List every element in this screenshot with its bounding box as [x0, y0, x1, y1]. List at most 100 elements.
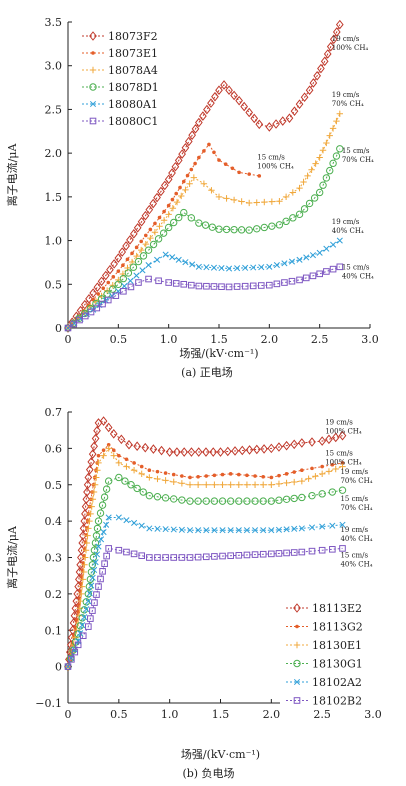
data-point [164, 223, 173, 232]
series-marker [201, 221, 210, 229]
series-marker [142, 240, 149, 248]
series-marker [100, 452, 107, 459]
data-point [85, 598, 92, 605]
series-marker [133, 441, 141, 451]
series-marker [154, 256, 161, 263]
series-marker [329, 34, 338, 45]
series-marker [225, 85, 233, 95]
series-marker [209, 447, 218, 457]
series-marker [100, 528, 107, 536]
data-point [145, 275, 152, 283]
series-marker [223, 162, 228, 167]
series-marker [203, 527, 210, 534]
series-marker [89, 288, 98, 298]
series-marker [219, 552, 226, 560]
data-point [114, 280, 123, 288]
series-marker [331, 432, 340, 443]
series-marker [194, 497, 202, 505]
series-marker [257, 282, 265, 289]
data-point [135, 279, 142, 286]
data-point [64, 324, 72, 332]
series-marker [194, 447, 203, 457]
series-marker [223, 195, 230, 202]
series-marker [291, 478, 298, 486]
series-marker [123, 548, 130, 556]
series-marker [83, 487, 91, 497]
x-tick-label: 0.5 [110, 333, 128, 346]
y-tick-label: 2.0 [45, 147, 63, 160]
series-marker [174, 191, 179, 196]
data-point [165, 211, 172, 218]
y-tick-label: 1.5 [45, 191, 63, 204]
data-point [85, 623, 92, 630]
series-marker [194, 481, 202, 488]
series-marker [97, 276, 106, 287]
series-marker [138, 522, 145, 529]
data-point [298, 477, 306, 485]
series-marker [178, 149, 186, 159]
series-marker [178, 496, 186, 504]
series-marker [93, 304, 101, 312]
series-marker [159, 229, 168, 237]
annotation-label: 15 cm/s [342, 263, 370, 271]
series-marker [202, 497, 210, 505]
series-marker [111, 448, 116, 452]
data-point [318, 470, 326, 478]
series-marker [82, 547, 90, 554]
data-point [340, 461, 345, 465]
series-marker [98, 501, 107, 509]
annotation-label: 19 cm/s [332, 35, 360, 43]
series-marker [157, 445, 166, 456]
data-point [96, 453, 101, 458]
series-marker [88, 449, 97, 459]
series-marker [234, 265, 241, 272]
series-marker [100, 493, 109, 501]
series-marker [243, 527, 250, 534]
data-point [266, 281, 273, 289]
series-marker [154, 235, 163, 243]
series-marker [218, 497, 227, 505]
series-marker [237, 472, 241, 477]
data-point [320, 464, 324, 469]
data-point [84, 472, 93, 483]
y-tick-label: 0 [55, 322, 62, 335]
series-marker [305, 199, 314, 208]
legend-label: 18113E2 [312, 602, 362, 615]
series-marker [212, 150, 216, 155]
data-point [336, 263, 344, 271]
series-marker [211, 527, 218, 534]
data-point [265, 122, 274, 132]
data-point [64, 663, 72, 670]
series-marker [157, 215, 162, 220]
series-marker [219, 527, 226, 534]
data-point [165, 279, 172, 286]
series-marker [173, 198, 181, 206]
series-marker [126, 235, 134, 245]
y-axis-label: 离子电流/μA [5, 525, 19, 589]
data-point [197, 155, 201, 160]
series-marker [203, 264, 210, 271]
series-marker [332, 152, 341, 160]
x-tick-label: 2.5 [311, 333, 329, 346]
series-marker [212, 473, 217, 478]
series-marker [305, 475, 312, 482]
series-18073F2 [64, 19, 344, 333]
series-marker [325, 434, 333, 445]
series-marker [139, 239, 144, 244]
series-18078A4 [64, 110, 343, 332]
series-marker [230, 196, 238, 204]
legend-label: 18130E1 [312, 639, 362, 652]
series-marker [104, 422, 113, 433]
series-marker [218, 283, 225, 290]
series-marker [235, 497, 243, 505]
series-marker [290, 494, 298, 503]
series-marker [91, 297, 95, 302]
data-point [268, 481, 275, 488]
series-marker [81, 312, 89, 320]
series-marker [156, 223, 163, 230]
data-point [336, 110, 343, 117]
data-point [316, 270, 323, 278]
figure-caption: (b) 负电场 [182, 766, 234, 780]
series-marker [326, 166, 334, 175]
series-line [67, 148, 341, 329]
